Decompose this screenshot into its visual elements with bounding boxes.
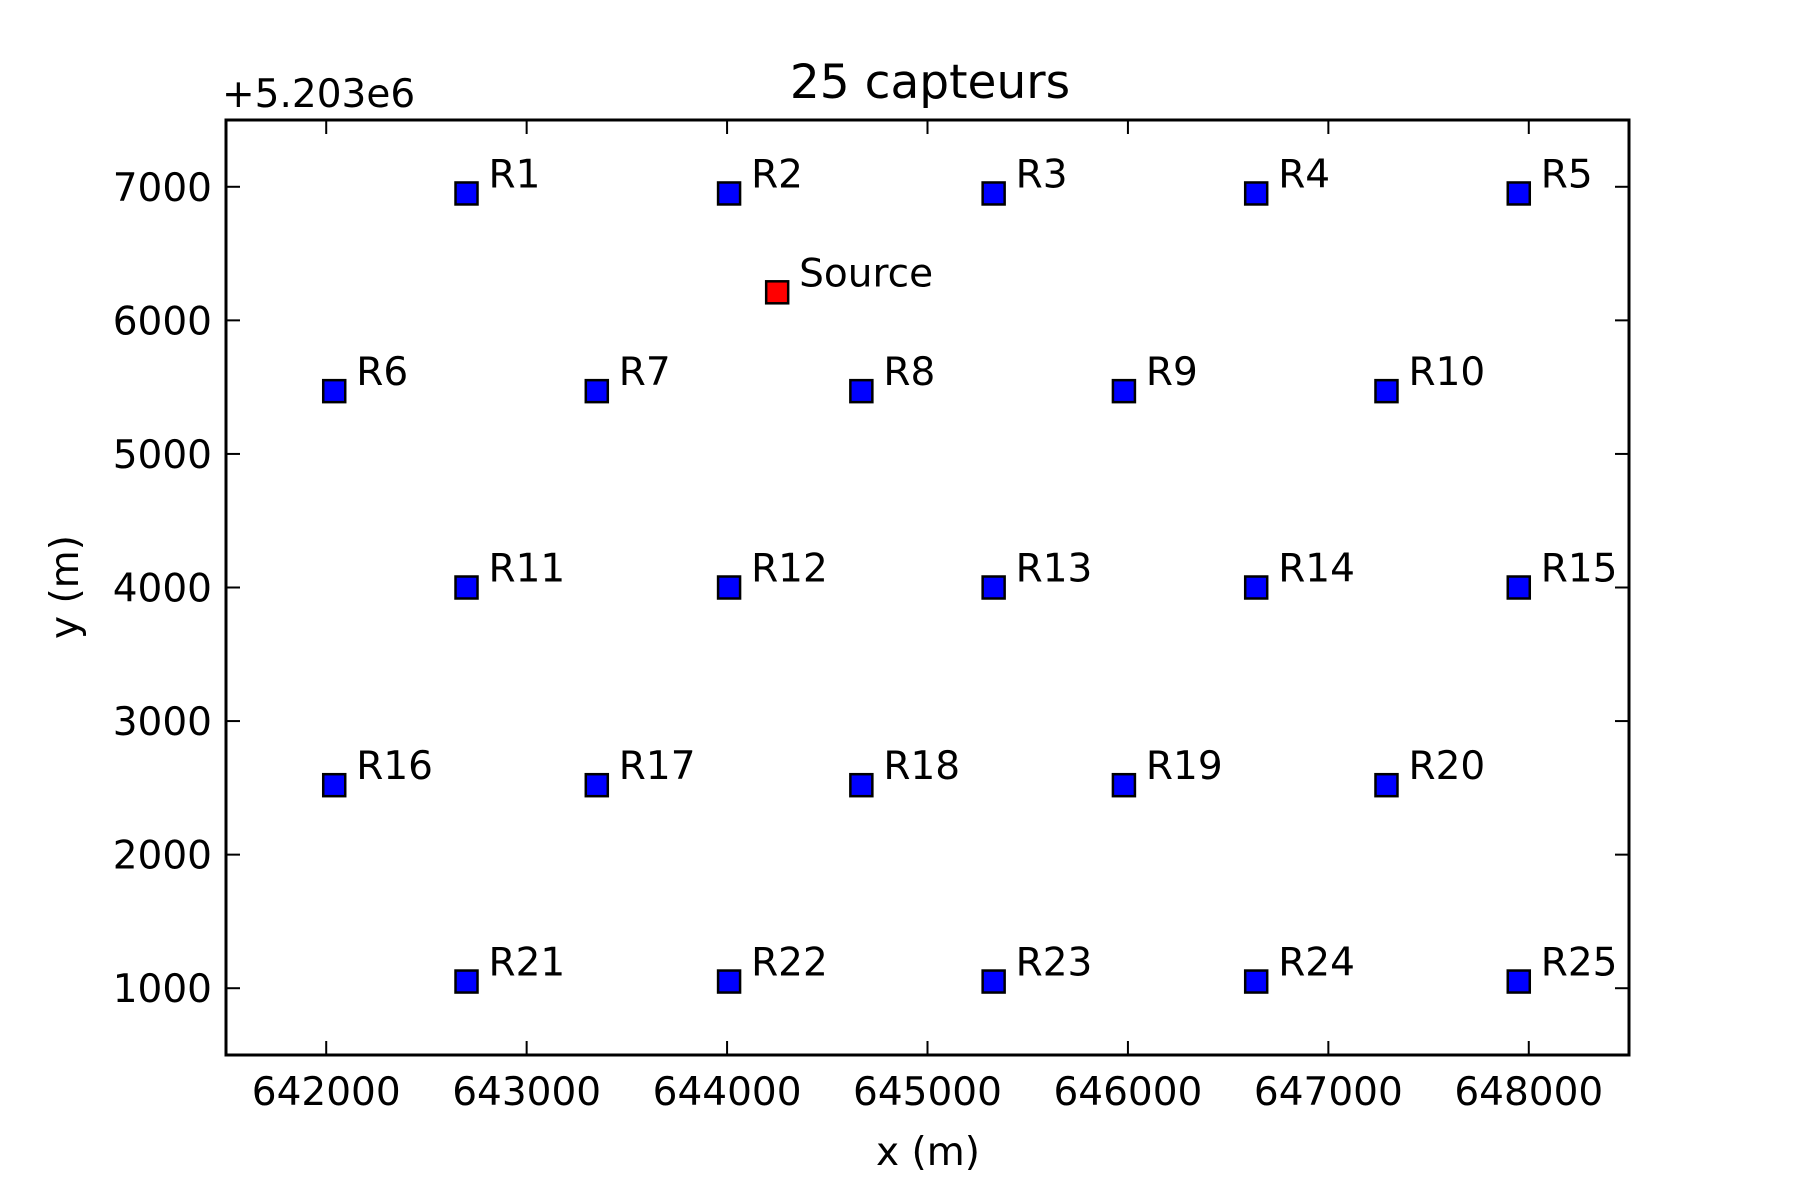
point-label-r15: R15	[1541, 547, 1618, 592]
marker-r6	[321, 378, 347, 404]
chart-title: 25 capteurs	[790, 55, 1070, 110]
point-label-r4: R4	[1278, 152, 1330, 197]
marker-r10	[1374, 378, 1399, 404]
marker-r20	[1374, 772, 1399, 798]
point-label-r7: R7	[619, 350, 671, 395]
marker-r17	[584, 772, 610, 798]
point-label-source: Source	[799, 251, 933, 296]
point-label-r3: R3	[1016, 152, 1068, 197]
x-tick-label: 644000	[653, 1070, 802, 1115]
data-points: R1 R2 R3 R4 R5 R6 R7 R8 R9 R10 R11 R12 R13 R14 R15 R16 R…	[321, 152, 1618, 994]
marker-r5	[1506, 181, 1532, 206]
marker-source	[764, 280, 790, 305]
point-label-r12: R12	[751, 547, 828, 592]
y-tick-label: 7000	[113, 166, 212, 211]
marker-r9	[1111, 378, 1137, 404]
marker-r22	[716, 969, 742, 994]
point-label-r5: R5	[1541, 152, 1593, 197]
point-label-r20: R20	[1408, 744, 1485, 789]
marker-r11	[454, 575, 479, 600]
x-tick-label: 645000	[853, 1070, 1002, 1115]
axis-ticks: 642000 643000 644000 645000 646000 647000 6480…	[113, 120, 1629, 1115]
point-label-r21: R21	[489, 941, 566, 986]
point-label-r9: R9	[1146, 350, 1198, 395]
point-label-r8: R8	[883, 350, 935, 395]
marker-r19	[1111, 772, 1137, 798]
point-label-r19: R19	[1146, 744, 1223, 789]
point-label-r25: R25	[1541, 941, 1618, 986]
point-label-r11: R11	[489, 547, 566, 592]
marker-r14	[1243, 575, 1269, 600]
point-label-r23: R23	[1016, 941, 1093, 986]
marker-r16	[321, 772, 347, 798]
x-axis-label: x (m)	[876, 1130, 980, 1175]
x-tick-label: 646000	[1053, 1070, 1202, 1115]
marker-r1	[454, 181, 479, 206]
y-axis-offset-label: +5.203e6	[222, 72, 415, 117]
y-axis-label: y (m)	[43, 535, 88, 639]
marker-r7	[584, 378, 610, 404]
marker-r25	[1506, 969, 1532, 994]
x-tick-label: 648000	[1454, 1070, 1603, 1115]
point-label-r17: R17	[619, 744, 696, 789]
point-label-r13: R13	[1016, 547, 1093, 592]
y-tick-label: 4000	[113, 567, 212, 612]
point-label-r24: R24	[1278, 941, 1355, 986]
y-tick-label: 3000	[113, 700, 212, 745]
marker-r13	[981, 575, 1006, 600]
point-label-r18: R18	[883, 744, 960, 789]
x-tick-label: 642000	[252, 1070, 401, 1115]
y-tick-label: 1000	[113, 967, 212, 1012]
x-tick-label: 647000	[1254, 1070, 1403, 1115]
x-tick-label: 643000	[452, 1070, 601, 1115]
point-label-r6: R6	[356, 350, 408, 395]
point-label-r16: R16	[356, 744, 433, 789]
point-label-r14: R14	[1278, 547, 1355, 592]
point-label-r22: R22	[751, 941, 828, 986]
y-tick-label: 5000	[113, 433, 212, 478]
y-tick-label: 6000	[113, 299, 212, 344]
point-label-r10: R10	[1408, 350, 1485, 395]
marker-r2	[716, 181, 742, 206]
marker-r24	[1243, 969, 1269, 994]
marker-r15	[1506, 575, 1532, 600]
point-label-r2: R2	[751, 152, 803, 197]
marker-r21	[454, 969, 479, 994]
y-tick-label: 2000	[113, 834, 212, 879]
marker-r4	[1243, 181, 1269, 206]
point-label-r1: R1	[489, 152, 541, 197]
plot-frame	[224, 118, 1631, 1057]
marker-r12	[716, 575, 742, 600]
marker-r8	[849, 378, 874, 404]
marker-r18	[849, 772, 874, 798]
marker-r3	[981, 181, 1006, 206]
marker-r23	[981, 969, 1006, 994]
